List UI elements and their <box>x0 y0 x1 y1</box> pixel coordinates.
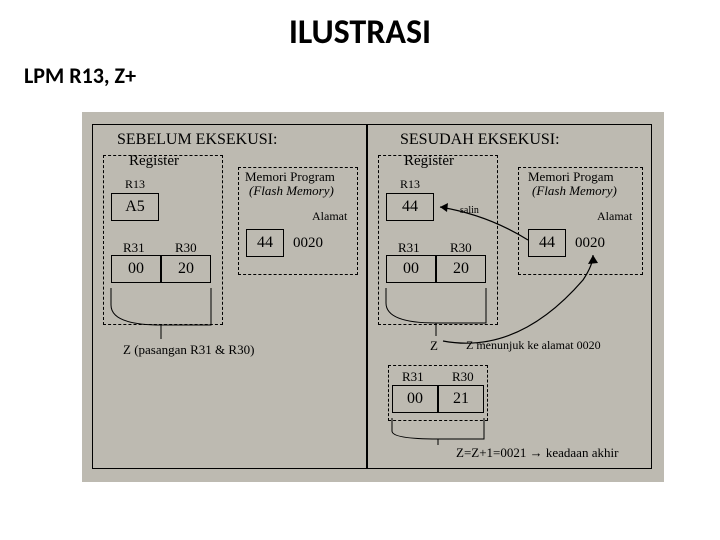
left-r30-label: R30 <box>175 240 197 256</box>
right-mem-value-cell: 44 <box>528 229 566 257</box>
heading-after: SESUDAH EKSEKUSI: <box>400 131 560 149</box>
right-r13-cell: 44 <box>386 193 434 221</box>
left-register-label: Register <box>129 153 179 170</box>
right-r31b-cell: 00 <box>392 385 438 413</box>
page-subtitle: LPM R13, Z+ <box>24 62 136 89</box>
right-mem-addr: 0020 <box>575 235 605 252</box>
left-z-note: Z (pasangan R31 & R30) <box>123 342 254 358</box>
right-r31b-label: R31 <box>402 369 424 385</box>
right-register-label: Register <box>404 153 454 170</box>
left-register-group <box>103 155 223 325</box>
heading-before: SEBELUM EKSEKUSI: <box>117 131 277 149</box>
right-final-note: Z=Z+1=0021 → keadaan akhir <box>456 445 618 461</box>
panel-after: SESUDAH EKSEKUSI: Register R13 44 salin … <box>367 124 652 469</box>
page-title: ILUSTRASI <box>289 12 431 53</box>
left-r13-cell: A5 <box>111 193 159 221</box>
left-mem-value-cell: 44 <box>246 229 284 257</box>
right-r13-label: R13 <box>400 177 420 192</box>
left-memori-label2: (Flash Memory) <box>249 183 334 199</box>
left-mem-addr: 0020 <box>293 235 323 252</box>
right-register-group <box>378 155 498 325</box>
right-r30b-label: R30 <box>452 369 474 385</box>
right-z-note: Z menunjuk ke alamat 0020 <box>466 338 601 353</box>
left-r13-label: R13 <box>125 177 145 192</box>
right-alamat-label: Alamat <box>597 209 632 224</box>
left-alamat-label: Alamat <box>312 209 347 224</box>
right-r31-cell: 00 <box>386 255 436 283</box>
left-r30-cell: 20 <box>161 255 211 283</box>
right-r31-label: R31 <box>398 240 420 256</box>
right-z-label: Z <box>430 338 438 354</box>
right-memori-label2: (Flash Memory) <box>532 183 617 199</box>
left-r31-label: R31 <box>123 240 145 256</box>
panel-before: SEBELUM EKSEKUSI: Register R13 A5 R31 R3… <box>92 124 367 469</box>
right-salin-label: salin <box>460 205 479 216</box>
left-r31-cell: 00 <box>111 255 161 283</box>
scanned-figure: SEBELUM EKSEKUSI: Register R13 A5 R31 R3… <box>82 112 664 482</box>
right-r30-label: R30 <box>450 240 472 256</box>
right-r30b-cell: 21 <box>438 385 484 413</box>
right-r30-cell: 20 <box>436 255 486 283</box>
